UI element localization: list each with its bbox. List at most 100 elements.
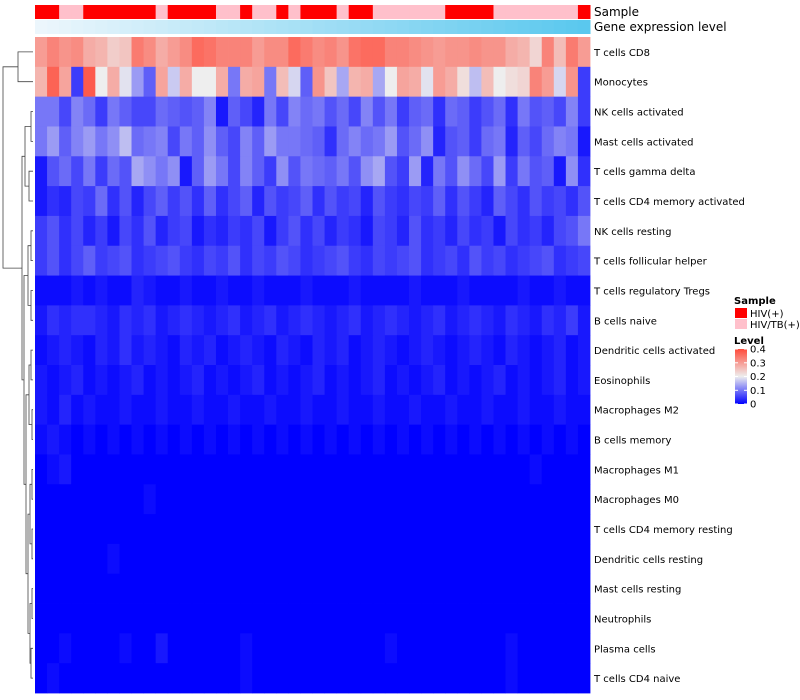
heatmap-cell bbox=[553, 573, 567, 604]
heatmap-cell bbox=[83, 335, 96, 366]
row-label: B cells naive bbox=[594, 316, 657, 327]
heatmap-cell bbox=[276, 156, 289, 187]
sample-annotation-cell bbox=[215, 5, 229, 19]
heatmap-cell bbox=[95, 454, 108, 485]
heatmap-cell bbox=[288, 454, 301, 485]
heatmap-cell bbox=[83, 633, 96, 664]
heatmap-cell bbox=[47, 245, 60, 276]
heatmap-cell bbox=[469, 424, 482, 455]
heatmap-cell bbox=[481, 603, 494, 634]
sample-annotation-cell bbox=[47, 5, 60, 19]
heatmap-cell bbox=[95, 37, 108, 68]
heatmap-cell bbox=[505, 514, 519, 545]
heatmap-cell bbox=[203, 275, 217, 306]
heatmap-cell bbox=[384, 245, 398, 276]
heatmap-cell bbox=[131, 603, 144, 634]
heatmap-cell bbox=[529, 96, 543, 127]
heatmap-cell bbox=[228, 156, 241, 187]
heatmap-cell bbox=[155, 156, 169, 187]
heatmap-cell bbox=[348, 454, 362, 485]
heatmap-cell bbox=[95, 96, 108, 127]
heatmap-cell bbox=[336, 454, 350, 485]
heatmap-cell bbox=[433, 633, 446, 664]
heatmap-cell bbox=[276, 96, 289, 127]
heatmap-cell bbox=[372, 663, 386, 694]
heatmap-cell bbox=[505, 126, 519, 157]
heatmap-cell bbox=[119, 96, 132, 127]
heatmap-cell bbox=[457, 484, 470, 515]
heatmap-cell bbox=[409, 663, 422, 694]
heatmap-cell bbox=[384, 186, 398, 217]
heatmap-cell bbox=[565, 37, 579, 68]
sample-annotation-cell bbox=[324, 5, 338, 19]
heatmap-cell bbox=[324, 484, 338, 515]
heatmap-cell bbox=[203, 454, 217, 485]
heatmap-cell bbox=[457, 245, 470, 276]
heatmap-cell bbox=[131, 37, 144, 68]
heatmap-cell bbox=[276, 394, 289, 426]
heatmap-cell bbox=[252, 573, 265, 604]
heatmap-cell bbox=[469, 335, 482, 366]
heatmap-cell bbox=[348, 663, 362, 694]
heatmap-cell bbox=[179, 573, 193, 604]
heatmap-cell bbox=[143, 245, 157, 276]
heatmap-cell bbox=[143, 305, 157, 336]
heatmap-cell bbox=[95, 66, 108, 98]
heatmap-cell bbox=[505, 394, 519, 426]
heatmap-cell bbox=[493, 126, 506, 157]
heatmap-cell bbox=[457, 305, 470, 336]
heatmap-cell bbox=[71, 603, 84, 634]
heatmap-cell bbox=[228, 573, 241, 604]
heatmap-cell bbox=[71, 365, 84, 396]
heatmap-cell bbox=[155, 424, 169, 455]
gene-expression-annotation-cell bbox=[553, 20, 567, 34]
heatmap-cell bbox=[457, 186, 470, 217]
heatmap-cell bbox=[252, 424, 265, 455]
heatmap-cell bbox=[553, 365, 567, 396]
heatmap-cell bbox=[409, 424, 422, 455]
heatmap-cell bbox=[372, 305, 386, 336]
heatmap-cell bbox=[215, 663, 229, 694]
dendrogram-branch bbox=[17, 51, 33, 83]
heatmap-cell bbox=[421, 394, 434, 426]
sample-annotation-cell bbox=[348, 5, 362, 19]
heatmap-cell bbox=[493, 215, 506, 247]
heatmap-cell bbox=[493, 603, 506, 634]
heatmap-cell bbox=[179, 484, 193, 515]
dendrogram-branch bbox=[30, 290, 33, 321]
heatmap-cell bbox=[433, 96, 446, 127]
heatmap-cell bbox=[324, 514, 338, 545]
heatmap-cell bbox=[252, 245, 265, 276]
heatmap-cell bbox=[83, 394, 96, 426]
heatmap-cell bbox=[252, 156, 265, 187]
heatmap-cell bbox=[276, 543, 289, 575]
heatmap-cell bbox=[107, 245, 120, 276]
heatmap-cell bbox=[312, 305, 325, 336]
heatmap-cell bbox=[59, 394, 72, 426]
heatmap-cell bbox=[240, 215, 253, 247]
heatmap-cell bbox=[131, 663, 144, 694]
heatmap-cell bbox=[529, 663, 543, 694]
heatmap-cell bbox=[155, 543, 169, 575]
heatmap-cell bbox=[131, 514, 144, 545]
heatmap-cell bbox=[228, 335, 241, 366]
heatmap-cell bbox=[336, 156, 350, 187]
heatmap-cell bbox=[541, 663, 555, 694]
sample-annotation-cell bbox=[59, 5, 72, 19]
gene-expression-annotation-cell bbox=[409, 20, 422, 34]
heatmap-cell bbox=[396, 126, 410, 157]
row-labels: T cells CD8 Monocytes NK cells activated Ma… bbox=[593, 48, 745, 685]
heatmap-cell bbox=[457, 603, 470, 634]
heatmap-cell bbox=[167, 37, 181, 68]
sample-annotation-cell bbox=[228, 5, 241, 19]
heatmap-cell bbox=[276, 186, 289, 217]
heatmap-cell bbox=[457, 156, 470, 187]
heatmap-cell bbox=[179, 186, 193, 217]
heatmap-cell bbox=[59, 215, 72, 247]
heatmap-cell bbox=[396, 484, 410, 515]
heatmap-cell bbox=[264, 573, 277, 604]
row-label: Mast cells activated bbox=[594, 137, 693, 148]
heatmap-cell bbox=[47, 543, 60, 575]
heatmap-cell bbox=[505, 365, 519, 396]
heatmap-cell bbox=[276, 365, 289, 396]
